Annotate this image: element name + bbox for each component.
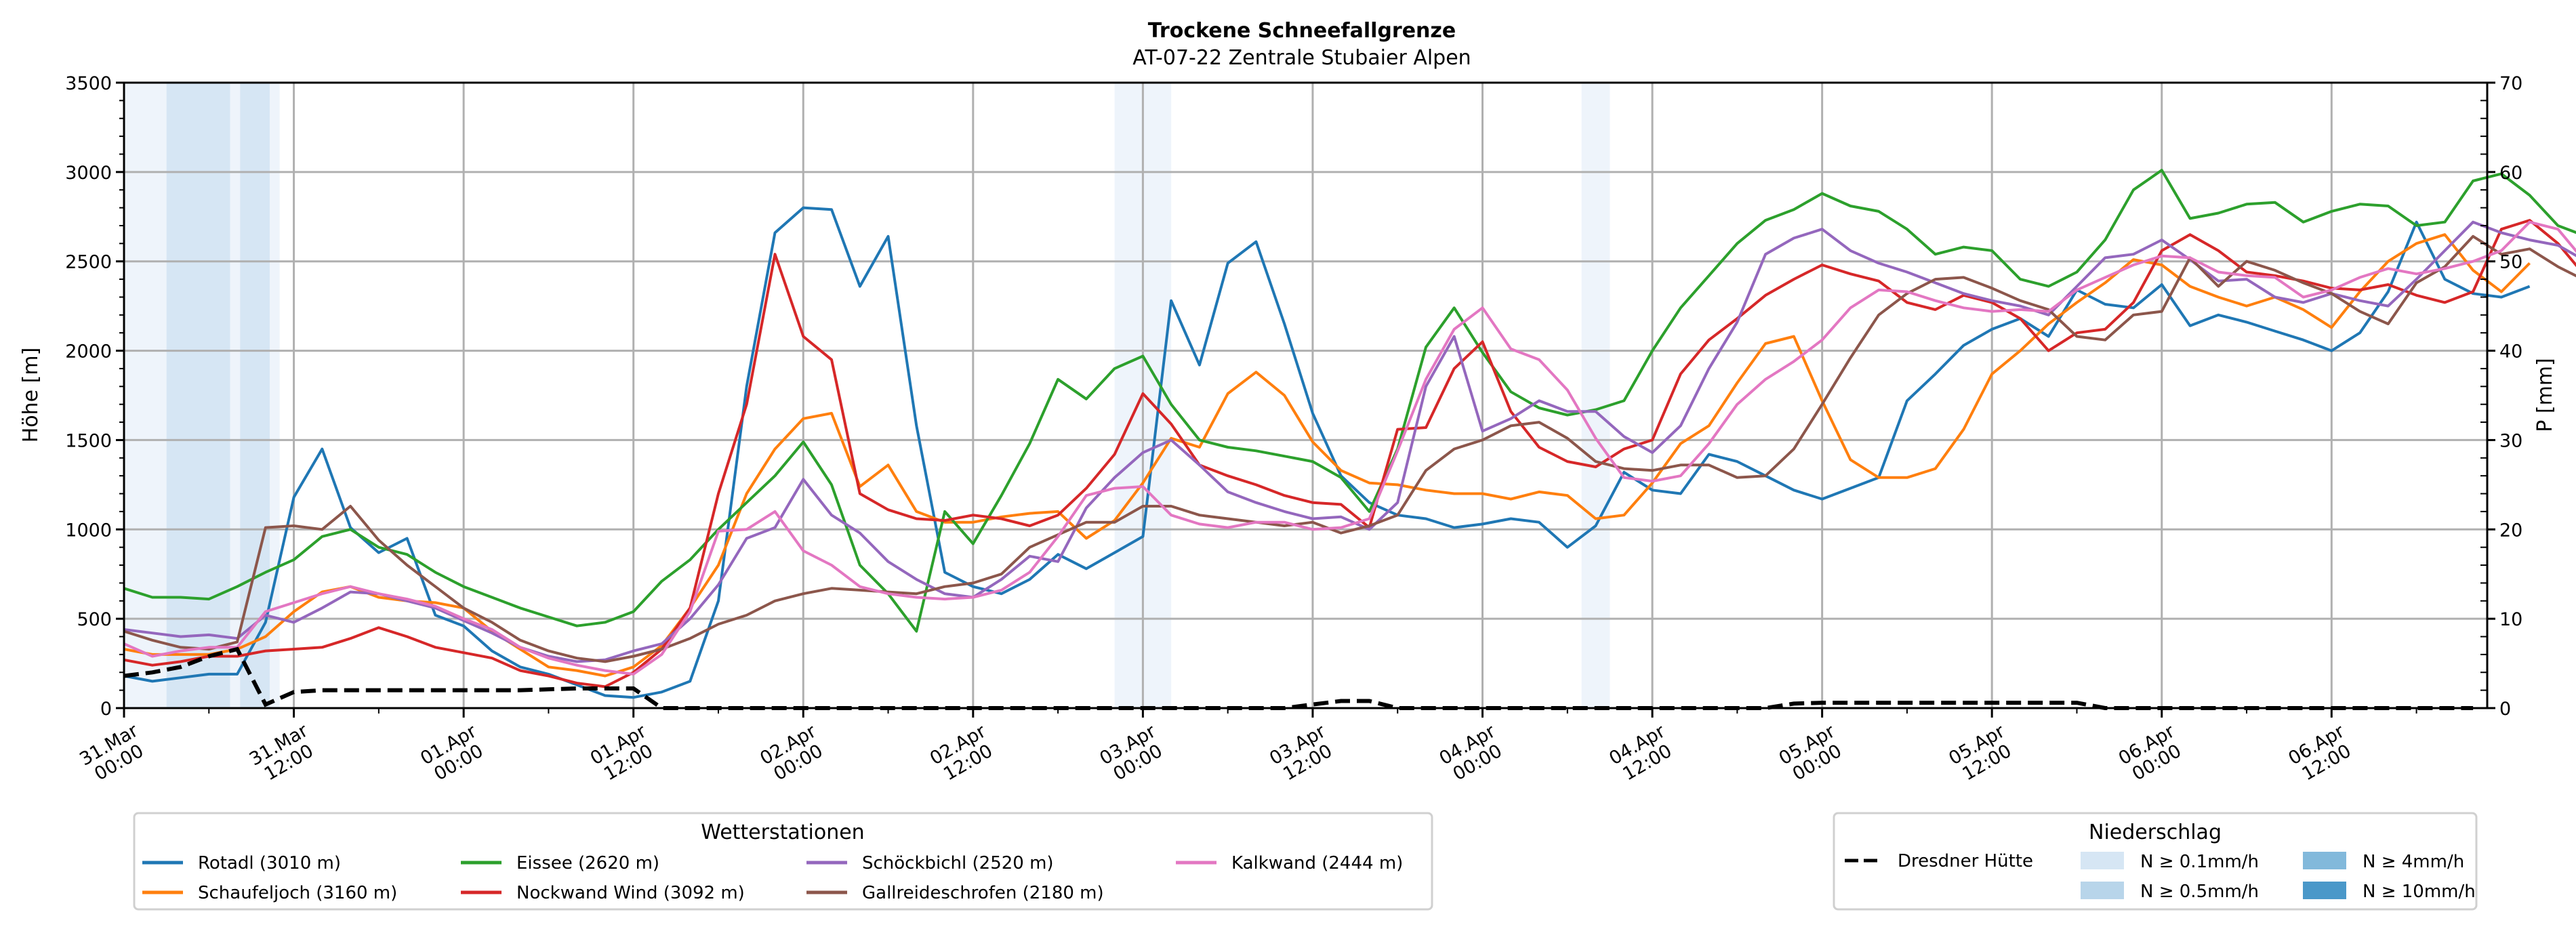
y2-tick-label: 10	[2499, 609, 2522, 630]
legend-precip-line-label: Dresdner Hütte	[1898, 851, 2033, 871]
series-line	[123, 233, 2531, 678]
legend-precip-title: Niederschlag	[2089, 821, 2222, 844]
y-tick-label: 0	[100, 699, 112, 720]
y-tick-label: 500	[77, 609, 112, 630]
axes: 0 500 1000 1500 2000 2500 3000 3500 0 10 20 30 40 50 6…	[65, 73, 2522, 785]
y2-tick-label: 60	[2499, 163, 2522, 184]
plot-frame	[123, 81, 2489, 709]
legend-precip-label: N ≥ 0.1mm/h	[2140, 852, 2259, 872]
precip-band	[240, 83, 270, 708]
reference-line	[123, 646, 2474, 710]
y2-tick-label: 20	[2499, 520, 2522, 541]
y2-tick-label: 30	[2499, 430, 2522, 451]
y-tick-label: 2000	[65, 342, 112, 363]
y2-tick-label: 50	[2499, 252, 2522, 273]
series-line	[123, 220, 2576, 663]
series-line	[123, 169, 2576, 633]
legend-entry-label: Schaufeljoch (3160 m)	[198, 883, 397, 903]
precip-band	[230, 83, 241, 708]
legend-entry-label: Nockwand Wind (3092 m)	[516, 883, 745, 903]
y2-tick-label: 40	[2499, 342, 2522, 363]
precip-bands	[124, 83, 1610, 708]
legend-stations: Wetterstationen Rotadl (3010 m) Schaufelj…	[133, 812, 1433, 911]
y-tick-label: 2500	[65, 252, 112, 273]
legend-precip-label: N ≥ 10mm/h	[2363, 882, 2476, 902]
precip-band	[166, 83, 230, 708]
legend-precip-swatch	[2303, 882, 2346, 899]
precip-band	[124, 83, 167, 708]
legend-precip-label: N ≥ 0.5mm/h	[2140, 882, 2259, 902]
y-tick-label: 1500	[65, 430, 112, 451]
legend-entry-label: Schöckbichl (2520 m)	[862, 853, 1054, 873]
precip-band	[1581, 83, 1610, 708]
reference-line-dresdner-huette	[123, 646, 2474, 710]
legend-precip: Niederschlag Dresdner Hütte N ≥ 0.1mm/h N…	[1833, 812, 2478, 911]
legend-precip-swatch	[2081, 882, 2124, 899]
y2-axis-label: P [mm]	[2533, 358, 2557, 432]
y-tick-label: 3500	[65, 73, 112, 94]
legend-entry-label: Eissee (2620 m)	[516, 853, 659, 873]
series-line	[123, 220, 2576, 676]
legend-entry-label: Gallreideschrofen (2180 m)	[862, 883, 1104, 903]
y2-tick-label: 0	[2499, 699, 2511, 720]
chart-title: Trockene Schneefallgrenze	[1148, 19, 1456, 43]
legend-entry-label: Kalkwand (2444 m)	[1231, 853, 1403, 873]
series-line	[123, 219, 2576, 688]
y2-tick-label: 70	[2499, 73, 2522, 94]
legend-stations-title: Wetterstationen	[701, 821, 864, 844]
series-lines	[123, 169, 2576, 699]
series-line	[123, 234, 2576, 663]
y-axis-label: Höhe [m]	[19, 348, 43, 443]
precip-band	[270, 83, 280, 708]
y-tick-label: 1000	[65, 520, 112, 541]
legend-precip-swatch	[2303, 852, 2346, 869]
legend-precip-label: N ≥ 4mm/h	[2363, 852, 2464, 872]
y-tick-label: 3000	[65, 163, 112, 184]
legend-precip-swatch	[2081, 852, 2124, 869]
chart-subtitle: AT-07-22 Zentrale Stubaier Alpen	[1132, 46, 1471, 70]
legend-entry-label: Rotadl (3010 m)	[198, 853, 341, 873]
